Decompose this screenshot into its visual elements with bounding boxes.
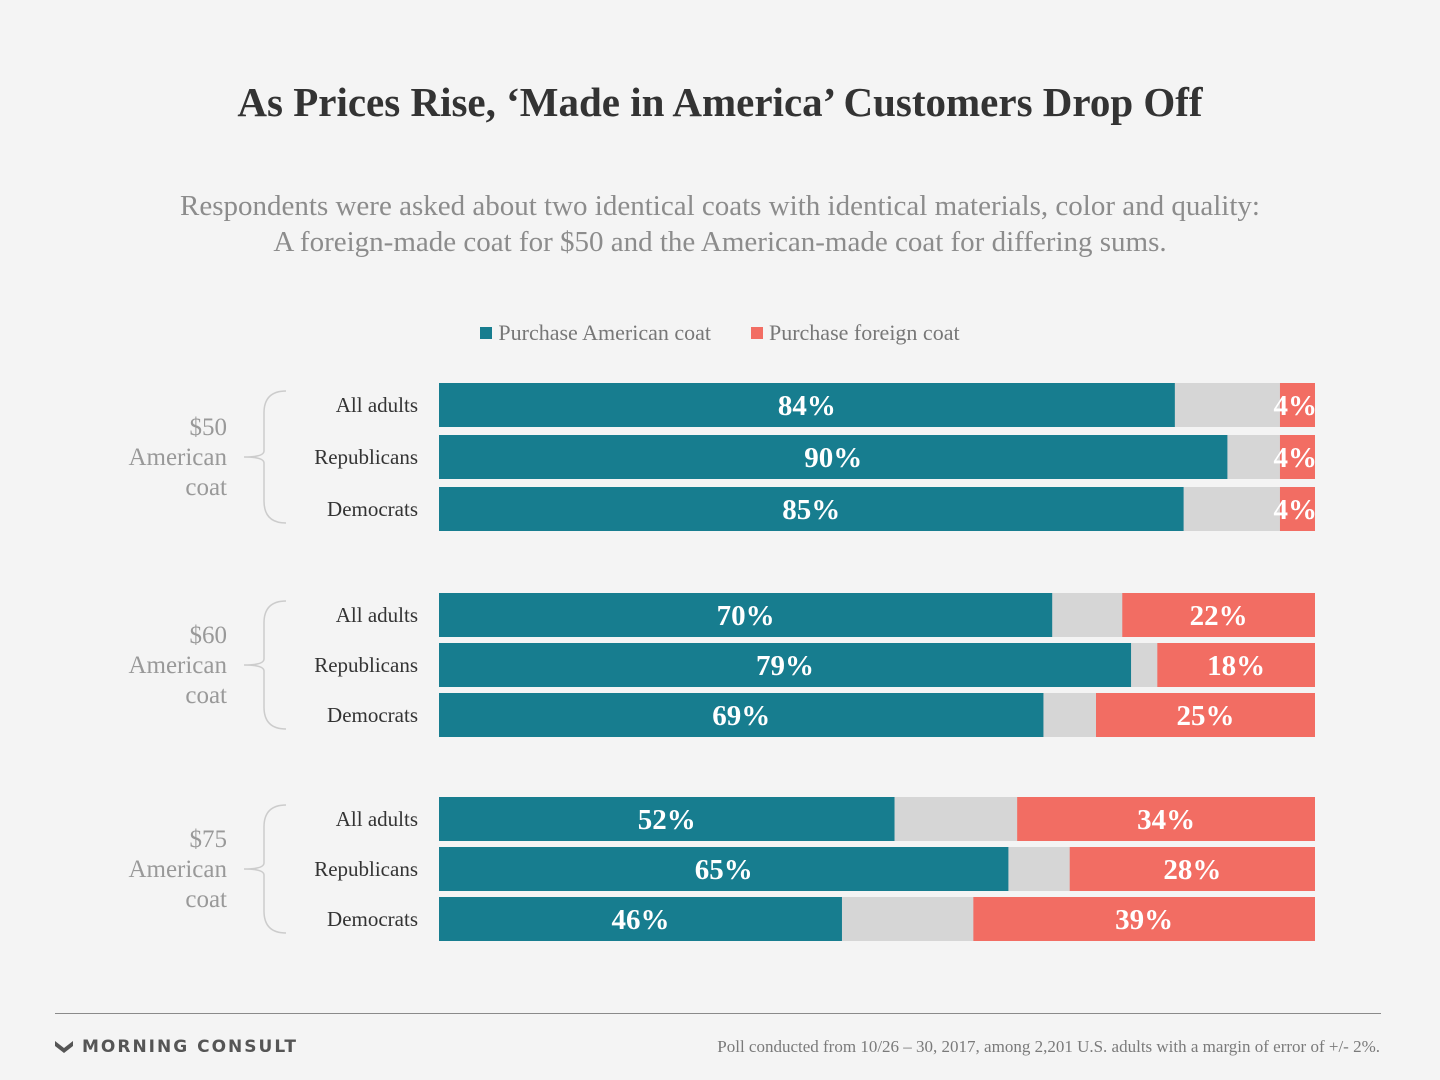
group-bracket xyxy=(243,600,287,730)
legend: Purchase American coat Purchase foreign … xyxy=(0,320,1440,346)
row-category-label: All adults xyxy=(336,393,418,417)
group-label-line: American xyxy=(128,856,227,883)
american-value-label: 70% xyxy=(717,600,775,632)
group-label-line: coat xyxy=(185,682,227,709)
group-label-line: $75 xyxy=(190,826,228,853)
foreign-value-label: 4% xyxy=(1274,442,1318,474)
american-value-label: 79% xyxy=(756,650,814,682)
row-category-label: Democrats xyxy=(327,703,418,727)
group-label-line: American xyxy=(128,652,227,679)
legend-label-american: Purchase American coat xyxy=(498,320,711,345)
stacked-bar-chart: $50 American coat All adults 84% 4% Republican… xyxy=(128,383,1318,941)
footnote: Poll conducted from 10/26 – 30, 2017, am… xyxy=(717,1037,1380,1056)
american-value-label: 85% xyxy=(782,494,840,526)
foreign-value-label: 39% xyxy=(1115,904,1173,936)
american-value-label: 65% xyxy=(695,854,753,886)
footer-divider xyxy=(55,1013,1381,1014)
bar-foreign xyxy=(1279,383,1315,427)
foreign-value-label: 18% xyxy=(1207,650,1265,682)
legend-item-american: Purchase American coat xyxy=(480,320,711,346)
bar-foreign xyxy=(1122,593,1315,637)
american-value-label: 90% xyxy=(804,442,862,474)
bar-foreign xyxy=(1096,693,1315,737)
group-bracket xyxy=(243,804,287,934)
group-label-line: $60 xyxy=(190,622,228,649)
american-value-label: 46% xyxy=(611,904,669,936)
bar-american xyxy=(439,797,895,841)
foreign-value-label: 25% xyxy=(1177,700,1235,732)
bar-foreign xyxy=(1157,643,1315,687)
group-label-line: $50 xyxy=(190,414,228,441)
bar-american xyxy=(439,487,1184,531)
legend-swatch-foreign xyxy=(750,327,763,339)
legend-label-foreign: Purchase foreign coat xyxy=(768,320,960,345)
foreign-value-label: 22% xyxy=(1190,600,1248,632)
bar-foreign xyxy=(1017,797,1315,841)
legend-item-foreign: Purchase foreign coat xyxy=(750,320,960,346)
bar-foreign xyxy=(1279,487,1315,531)
group-bracket xyxy=(243,390,287,524)
american-value-label: 69% xyxy=(712,700,770,732)
row-category-label: Democrats xyxy=(327,497,418,521)
subtitle-line-1: Respondents were asked about two identic… xyxy=(180,190,1260,222)
bar-american xyxy=(439,593,1053,637)
row-category-label: Republicans xyxy=(314,653,418,677)
bar-american xyxy=(439,693,1044,737)
chart-title: As Prices Rise, ‘Made in America’ Custom… xyxy=(237,79,1203,125)
bar-foreign xyxy=(1279,435,1315,479)
row-category-label: Republicans xyxy=(314,857,418,881)
brand-logo: MORNING CONSULT xyxy=(54,1037,298,1057)
american-value-label: 84% xyxy=(778,390,836,422)
group-label-line: coat xyxy=(185,474,227,501)
row-category-label: All adults xyxy=(336,807,418,831)
bar-american xyxy=(439,643,1132,687)
row-category-label: Democrats xyxy=(327,907,418,931)
bar-american xyxy=(439,435,1228,479)
row-category-label: All adults xyxy=(336,603,418,627)
bar-foreign xyxy=(973,897,1315,941)
american-value-label: 52% xyxy=(638,804,696,836)
bar-foreign xyxy=(1069,847,1315,891)
foreign-value-label: 4% xyxy=(1274,494,1318,526)
bar-american xyxy=(439,897,842,941)
brand-name: MORNING CONSULT xyxy=(82,1037,298,1057)
legend-swatch-american xyxy=(480,327,493,339)
foreign-value-label: 4% xyxy=(1274,390,1318,422)
group-label-line: coat xyxy=(185,886,227,913)
foreign-value-label: 34% xyxy=(1137,804,1195,836)
group-label-line: American xyxy=(128,444,227,471)
bar-american xyxy=(439,383,1175,427)
bar-american xyxy=(439,847,1009,891)
foreign-value-label: 28% xyxy=(1163,854,1221,886)
morning-consult-logo-icon xyxy=(55,1041,73,1053)
row-category-label: Republicans xyxy=(314,445,418,469)
subtitle-line-2: A foreign-made coat for $50 and the Amer… xyxy=(273,226,1167,258)
chart-subtitle: Respondents were asked about two identic… xyxy=(0,188,1440,260)
